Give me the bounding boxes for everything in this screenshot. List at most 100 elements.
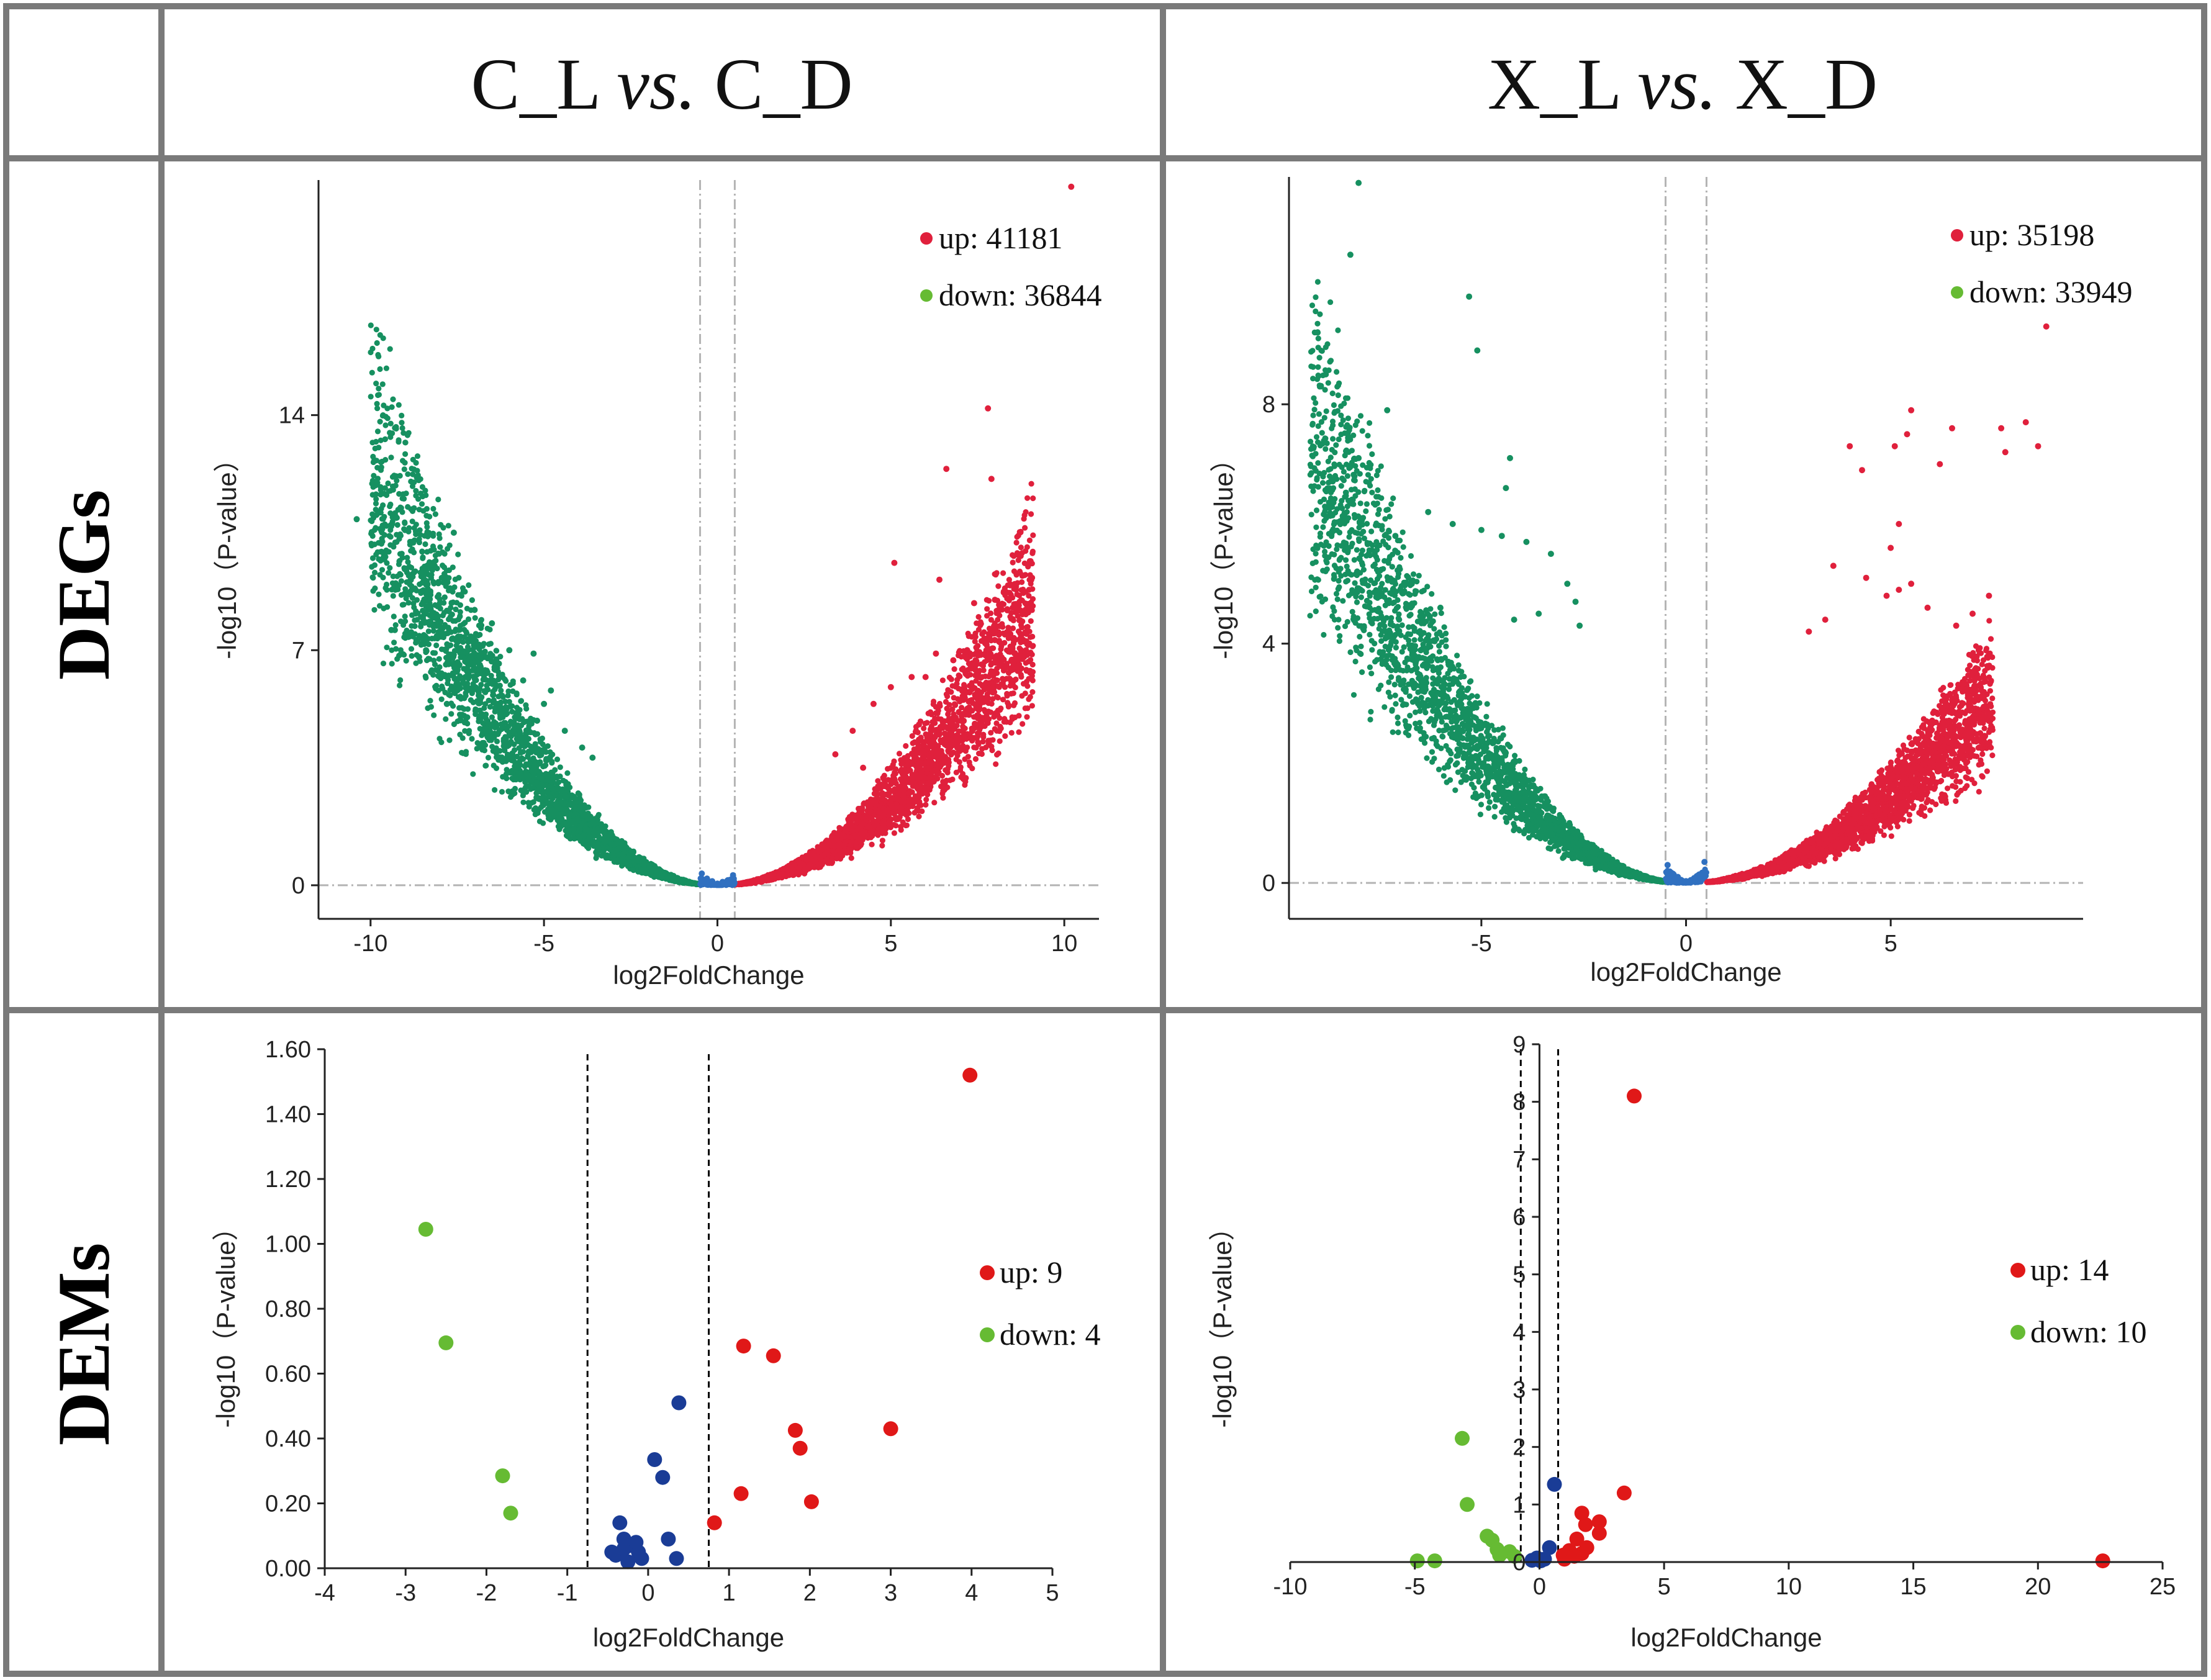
down-cloud-point [393, 515, 399, 522]
up-cloud-point [1000, 677, 1006, 684]
down-cloud-point [479, 732, 485, 738]
down-cloud-point [520, 799, 527, 805]
up-cloud-point [922, 760, 928, 766]
down-cloud-point [409, 595, 416, 601]
up-cloud-point [903, 773, 909, 779]
down-cloud-point [370, 484, 376, 490]
up-cloud-point [911, 810, 918, 816]
down-cloud-point [460, 639, 466, 645]
up-cloud-point [880, 796, 886, 802]
up-cloud-point [946, 674, 952, 680]
up-cloud-point [1018, 544, 1024, 551]
down-cloud-point [422, 541, 428, 548]
up-cloud-point [990, 645, 997, 651]
down-cloud-point [393, 424, 399, 430]
down-cloud-point [371, 607, 378, 613]
down-cloud-point [455, 551, 461, 558]
up-cloud-point [979, 720, 985, 726]
down-cloud-point [409, 653, 415, 659]
up-cloud-point [888, 765, 894, 771]
up-cloud-point [917, 772, 923, 778]
up-cloud-point [940, 779, 946, 785]
down-cloud-point [496, 703, 502, 709]
up-cloud-point [1011, 700, 1018, 707]
up-cloud-point [910, 777, 916, 783]
down-cloud-point [470, 681, 476, 687]
up-cloud-point [975, 614, 982, 620]
up-cloud-point [924, 720, 930, 726]
up-cloud-point [977, 726, 983, 733]
up-cloud-point [879, 842, 885, 849]
down-cloud-point [389, 661, 395, 667]
up-cloud-point [1019, 550, 1025, 556]
down-cloud-point [523, 727, 530, 733]
down-cloud-point [536, 752, 543, 759]
up-cloud-point [1025, 610, 1031, 616]
up-cloud-point [1005, 635, 1011, 641]
up-cloud-point [979, 689, 985, 695]
up-cloud-point [953, 756, 959, 762]
up-cloud-point [1024, 495, 1031, 501]
down-cloud-point [394, 522, 400, 528]
up-cloud-point [997, 738, 1003, 744]
up-cloud-point [1015, 557, 1021, 564]
down-cloud-point [411, 479, 417, 485]
down-cloud-point [402, 440, 409, 446]
up-cloud-point [968, 666, 974, 672]
up-cloud-point [917, 784, 923, 790]
up-cloud-point [1004, 607, 1010, 614]
down-cloud-point [530, 755, 536, 761]
down-cloud-point [387, 565, 393, 571]
up-cloud-point [837, 851, 843, 857]
down-cloud-point [536, 818, 543, 824]
down-cloud-point [422, 563, 428, 570]
down-cloud-point [387, 430, 393, 436]
down-cloud-point [494, 738, 500, 744]
up-cloud-point [1000, 589, 1006, 595]
down-cloud-point [418, 501, 425, 507]
up-cloud-point [987, 742, 993, 748]
up-cloud-point [898, 827, 904, 833]
up-cloud-point [1030, 495, 1036, 502]
down-cloud-point [446, 672, 452, 679]
up-cloud-point [954, 716, 960, 723]
down-cloud-point [369, 369, 375, 376]
down-cloud-point [387, 534, 394, 540]
up-cloud-point [951, 711, 957, 717]
down-cloud-point [477, 741, 483, 747]
down-cloud-point [412, 623, 418, 630]
down-cloud-point [436, 656, 442, 662]
down-cloud-point [382, 457, 389, 463]
down-cloud-point [382, 422, 389, 428]
up-cloud-point [1002, 684, 1008, 690]
down-cloud-point [403, 657, 409, 664]
down-cloud-point [397, 472, 403, 479]
down-cloud-point [435, 594, 441, 600]
down-cloud-point [506, 698, 512, 705]
down-cloud-point [377, 366, 383, 373]
up-cloud-point [1028, 481, 1034, 487]
down-cloud-point [387, 346, 393, 352]
down-cloud-point [450, 703, 456, 709]
up-cloud-point [860, 829, 866, 835]
up-cloud-point [787, 866, 794, 872]
down-cloud-point [518, 787, 524, 793]
up-cloud-point [828, 857, 834, 863]
up-cloud-point [967, 731, 973, 738]
up-cloud-point [969, 634, 975, 640]
up-cloud-point [921, 725, 927, 731]
down-cloud-point [376, 591, 382, 597]
up-cloud-point [846, 814, 852, 820]
up-cloud-point [1016, 645, 1023, 651]
down-cloud-point [437, 544, 443, 550]
down-cloud-point [546, 815, 552, 821]
down-cloud-point [487, 703, 494, 710]
down-cloud-point [368, 517, 374, 523]
down-cloud-point [465, 616, 472, 623]
down-cloud-point [515, 715, 521, 721]
up-cloud-point [896, 751, 903, 757]
down-cloud-point [431, 546, 437, 553]
up-cloud-point [1012, 601, 1018, 607]
up-cloud-point [930, 749, 936, 755]
up-cloud-point [959, 666, 965, 672]
